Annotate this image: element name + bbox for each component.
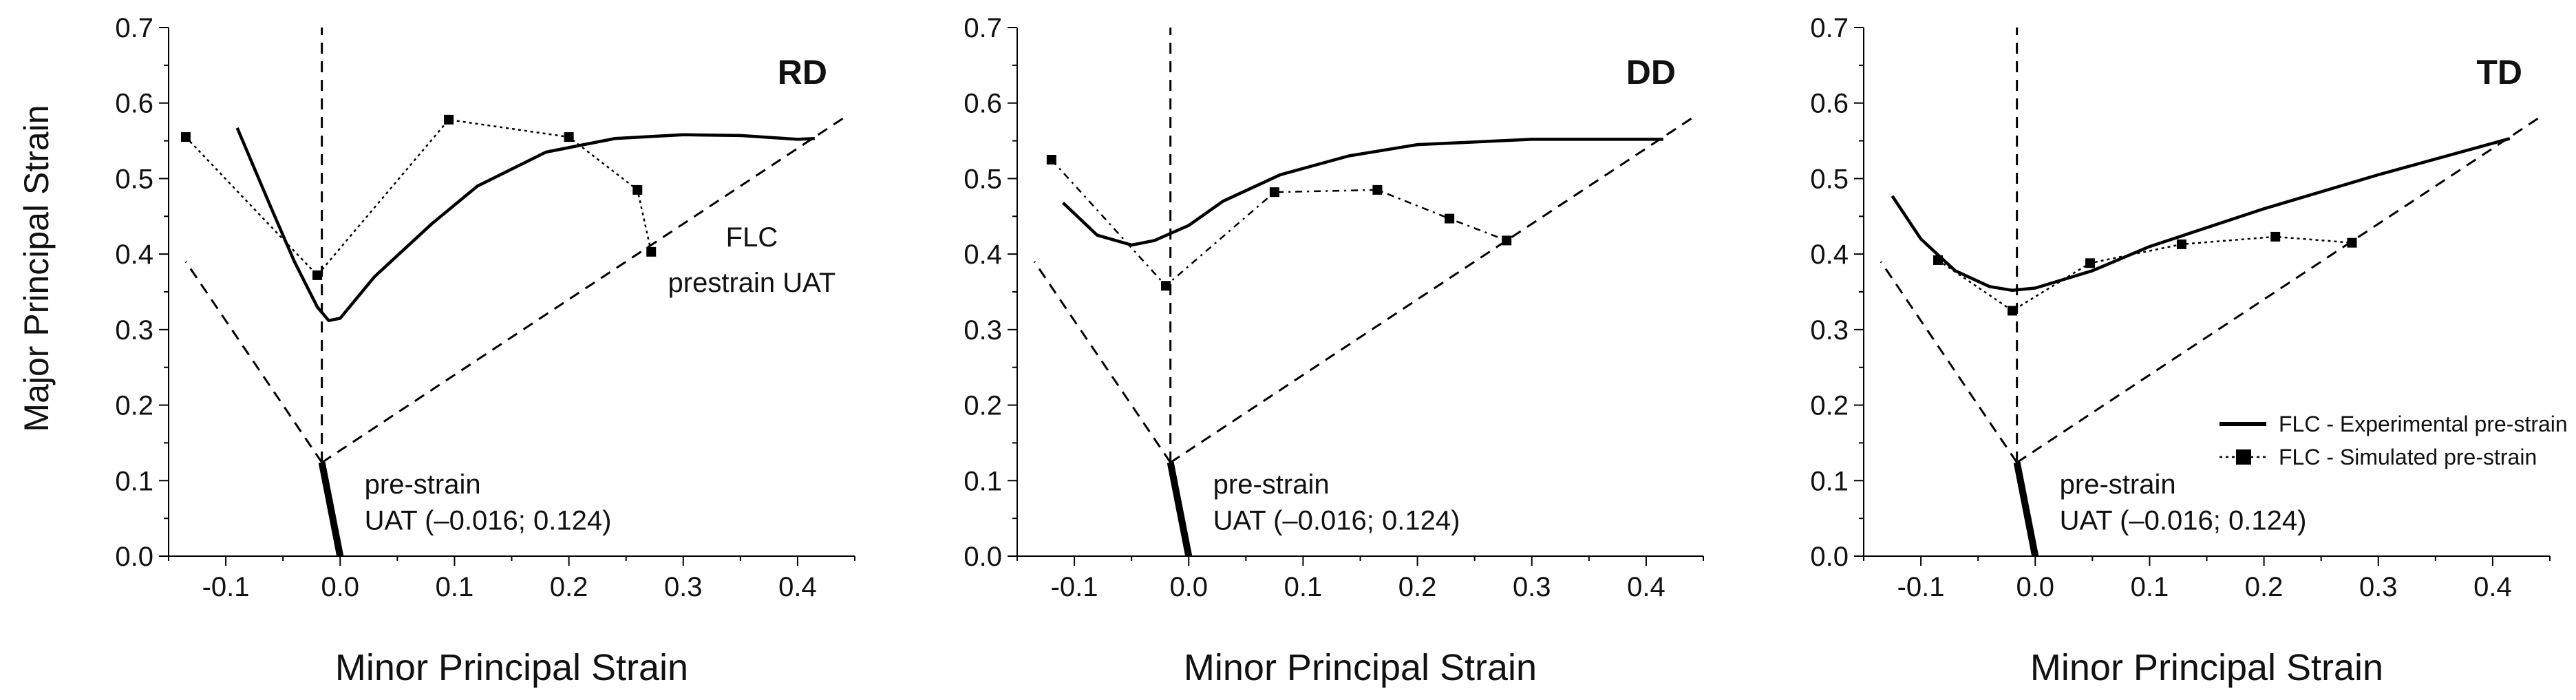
series-marker-simulated [1046, 155, 1056, 165]
x-tick-label: -0.1 [202, 572, 250, 602]
y-tick-label: 0.6 [115, 89, 153, 119]
annotation-uat-point: UAT (–0.016; 0.124) [2060, 506, 2307, 536]
strain-path-dashed-line [321, 117, 844, 464]
panel-title: DD [1626, 53, 1676, 92]
legend-label: FLC - Experimental pre-strain [2279, 412, 2568, 436]
annotation-uat-point: UAT (–0.016; 0.124) [365, 506, 612, 536]
panel-title: RD [778, 53, 827, 92]
y-tick-label: 0.3 [964, 315, 1002, 346]
series-marker-simulated [1372, 184, 1383, 195]
y-tick-label: 0.5 [115, 164, 153, 194]
annotation-pre-strain: pre-strain [2060, 469, 2176, 500]
x-tick-label: 0.4 [778, 572, 817, 602]
y-tick-label: 0.7 [964, 13, 1002, 43]
series-marker-simulated [2008, 306, 2018, 316]
series-line-experimental [1891, 137, 2511, 293]
annotation-uat-point: UAT (–0.016; 0.124) [1213, 506, 1460, 536]
annotation-pre-strain: pre-strain [365, 469, 481, 500]
strain-path-dashed-line [1169, 117, 1693, 464]
y-tick-label: 0.0 [115, 542, 153, 572]
y-tick-label: 0.4 [1810, 240, 1849, 270]
x-tick-label: 0.1 [436, 572, 474, 602]
x-tick-label: 0.3 [2359, 572, 2398, 602]
legend-marker-simulated [2236, 449, 2251, 465]
x-tick-label: 0.1 [2131, 572, 2169, 602]
y-tick-label: 0.0 [964, 542, 1002, 572]
series-marker-simulated [444, 114, 454, 125]
x-tick-label: 0.4 [2473, 572, 2512, 602]
y-tick-label: 0.4 [964, 240, 1002, 270]
pre-strain-path [318, 461, 344, 557]
x-tick-label: 0.1 [1284, 572, 1323, 602]
y-tick-label: 0.0 [1810, 542, 1849, 572]
series-line-simulated [1050, 159, 1507, 287]
y-tick-label: 0.3 [115, 315, 153, 346]
figure-y-axis-label: Major Principal Strain [17, 105, 56, 432]
chart-panel-td: 0.0 0.1 0.2 0.3 0.4 0.5 0.6 0.7 -0.1 0.0 0.1 0.2 0.3… [1810, 13, 2567, 688]
series-marker-simulated [2085, 258, 2096, 268]
x-tick-label: 0.0 [2016, 572, 2054, 602]
y-tick-label: 0.5 [1810, 164, 1849, 194]
pre-strain-path [1167, 461, 1193, 557]
series-marker-simulated [312, 270, 323, 280]
x-axis-label: Minor Principal Strain [2030, 647, 2383, 688]
series-line-simulated [1937, 235, 2352, 312]
y-tick-label: 0.4 [115, 240, 153, 270]
x-tick-label: 0.3 [664, 572, 703, 602]
y-tick-label: 0.7 [115, 13, 153, 43]
y-tick-label: 0.1 [964, 466, 1002, 496]
series-marker-simulated [1161, 281, 1171, 291]
annotation-pre-strain: pre-strain [1213, 469, 1330, 500]
series-marker-simulated [180, 132, 191, 142]
x-tick-label: 0.2 [1398, 572, 1437, 602]
x-tick-label: 0.0 [1169, 572, 1208, 602]
y-tick-label: 0.6 [964, 89, 1002, 119]
x-tick-label: 0.3 [1513, 572, 1551, 602]
series-marker-simulated [646, 246, 657, 257]
legend-label: FLC - Simulated pre-strain [2279, 445, 2537, 469]
series-marker-simulated [632, 184, 643, 195]
y-tick-label: 0.2 [964, 391, 1002, 421]
series-marker-simulated [2347, 237, 2357, 248]
x-tick-label: 0.4 [1627, 572, 1665, 602]
series-marker-simulated [1445, 213, 1455, 224]
series-marker-simulated [564, 132, 574, 142]
strain-path-dashed-line [2016, 117, 2540, 464]
y-tick-label: 0.2 [115, 391, 153, 421]
annotation-flc: FLC [726, 222, 778, 253]
x-tick-label: 0.2 [2245, 572, 2284, 602]
series-line-experimental [235, 127, 815, 322]
strain-path-dashed-line [1880, 261, 2018, 463]
panel-title: TD [2476, 53, 2522, 92]
chart-panel-dd: 0.0 0.1 0.2 0.3 0.4 0.5 0.6 0.7 -0.1 0.0 0.1 0.2 0.3… [964, 13, 1704, 688]
x-tick-label: 0.2 [550, 572, 588, 602]
x-axis-label: Minor Principal Strain [1184, 647, 1537, 688]
strain-path-dashed-line [1033, 261, 1171, 463]
y-tick-label: 0.7 [1810, 13, 1849, 43]
series-marker-simulated [2176, 239, 2186, 249]
x-tick-label: -0.1 [1897, 572, 1945, 602]
y-tick-label: 0.1 [1810, 466, 1849, 496]
series-marker-simulated [1933, 255, 1944, 265]
series-marker-simulated [1269, 187, 1279, 198]
annotation-prestrain-uat: prestrain UAT [668, 268, 836, 298]
chart-panel-rd: 0.0 0.1 0.2 0.3 0.4 0.5 0.6 0.7 -0.1 0.0 0.1 0.2 0.3… [115, 13, 855, 688]
y-tick-label: 0.2 [1810, 391, 1849, 421]
series-marker-simulated [1502, 235, 1512, 246]
y-tick-label: 0.6 [1810, 89, 1849, 119]
series-line-experimental [1061, 138, 1663, 247]
x-tick-label: 0.0 [321, 572, 359, 602]
y-tick-label: 0.1 [115, 466, 153, 496]
series-marker-simulated [2270, 231, 2281, 242]
pre-strain-path [2013, 461, 2039, 557]
x-tick-label: -0.1 [1051, 572, 1098, 602]
y-tick-label: 0.5 [964, 164, 1002, 194]
x-axis-label: Minor Principal Strain [335, 647, 688, 688]
strain-path-dashed-line [184, 261, 323, 463]
y-tick-label: 0.3 [1810, 315, 1849, 346]
chart-panels: 0.0 0.1 0.2 0.3 0.4 0.5 0.6 0.7 -0.1 0.0 0.1 0.2 0.3… [115, 13, 2567, 688]
